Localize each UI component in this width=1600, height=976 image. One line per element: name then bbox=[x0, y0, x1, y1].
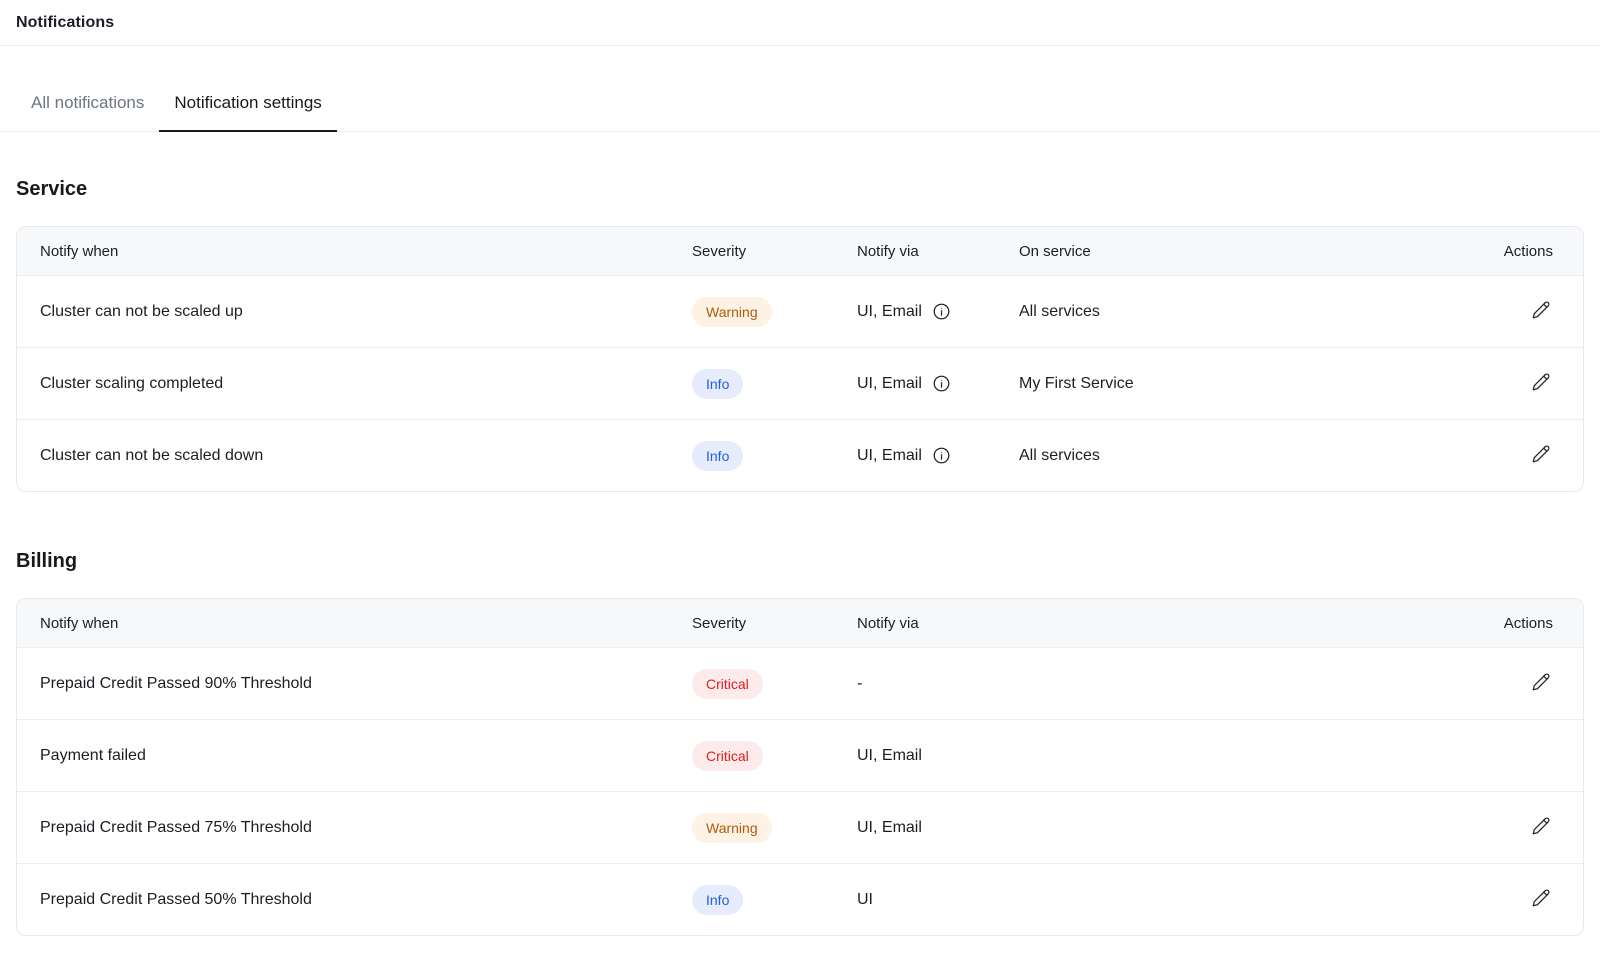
column-header: Notify when bbox=[40, 242, 119, 260]
section-heading: Service bbox=[16, 178, 88, 200]
column-header: Actions bbox=[1503, 614, 1553, 632]
tab-bar: All notifications Notification settings bbox=[0, 83, 1600, 132]
severity-cell: Critical bbox=[692, 668, 857, 699]
edit-button[interactable] bbox=[1529, 670, 1553, 694]
notify-via-cell: UI, Email bbox=[857, 747, 1483, 765]
on-service-cell: My First Service bbox=[1019, 374, 1134, 392]
table-row: Prepaid Credit Passed 50% Threshold Info U… bbox=[17, 863, 1583, 935]
table-row: Cluster can not be scaled up Warning UI, E… bbox=[17, 275, 1583, 347]
edit-button[interactable] bbox=[1529, 886, 1553, 910]
column-header: Severity bbox=[692, 614, 747, 632]
severity-cell: Critical bbox=[692, 740, 857, 771]
severity-cell: Info bbox=[692, 368, 857, 399]
notify-via-cell: - bbox=[857, 675, 1483, 693]
severity-cell: Warning bbox=[692, 296, 857, 327]
notify-via-text: UI bbox=[857, 890, 873, 908]
column-header: Notify via bbox=[857, 242, 919, 260]
severity-badge: Info bbox=[692, 440, 744, 471]
actions-cell bbox=[1529, 814, 1553, 841]
column-header: Severity bbox=[692, 242, 747, 260]
actions-cell bbox=[1529, 298, 1553, 325]
notify-via-cell: UI, Email bbox=[857, 302, 1019, 321]
notify-when-cell: Payment failed bbox=[40, 746, 146, 764]
column-header: On service bbox=[1019, 242, 1091, 260]
column-header: Notify when bbox=[40, 614, 119, 632]
notify-via-text: UI, Email bbox=[857, 302, 922, 320]
notify-via-text: - bbox=[857, 674, 863, 692]
notify-when-cell: Prepaid Credit Passed 75% Threshold bbox=[40, 818, 312, 836]
severity-cell: Info bbox=[692, 884, 857, 915]
section-billing: Billing Notify when Severity Notify via Acti… bbox=[0, 550, 1600, 936]
notify-via-cell: UI, Email bbox=[857, 819, 1483, 837]
table-row: Cluster scaling completed Info UI, Email My… bbox=[17, 347, 1583, 419]
column-header: Notify via bbox=[857, 614, 919, 632]
severity-cell: Info bbox=[692, 440, 857, 471]
notify-when-cell: Prepaid Credit Passed 50% Threshold bbox=[40, 890, 312, 908]
notify-via-text: UI, Email bbox=[857, 746, 922, 764]
table-header-row: Notify when Severity Notify via On service A… bbox=[17, 227, 1583, 275]
actions-cell bbox=[1529, 670, 1553, 697]
table-row: Prepaid Credit Passed 75% Threshold Warni… bbox=[17, 791, 1583, 863]
actions-cell bbox=[1529, 370, 1553, 397]
notify-when-cell: Cluster can not be scaled down bbox=[40, 446, 264, 464]
severity-badge: Critical bbox=[692, 668, 763, 699]
notify-via-cell: UI, Email bbox=[857, 446, 1019, 465]
pencil-icon bbox=[1531, 672, 1551, 692]
edit-button[interactable] bbox=[1529, 370, 1553, 394]
pencil-icon bbox=[1531, 444, 1551, 464]
edit-button[interactable] bbox=[1529, 442, 1553, 466]
table-row: Cluster can not be scaled down Info UI, Em… bbox=[17, 419, 1583, 491]
severity-badge: Info bbox=[692, 368, 744, 399]
notification-table: Notify when Severity Notify via On service A… bbox=[16, 226, 1584, 492]
notify-when-cell: Prepaid Credit Passed 90% Threshold bbox=[40, 674, 312, 692]
actions-cell bbox=[1529, 442, 1553, 469]
pencil-icon bbox=[1531, 372, 1551, 392]
severity-cell: Warning bbox=[692, 812, 857, 843]
edit-button[interactable] bbox=[1529, 298, 1553, 322]
section-heading: Billing bbox=[16, 550, 78, 572]
column-header: Actions bbox=[1503, 242, 1553, 260]
severity-badge: Warning bbox=[692, 296, 772, 327]
page-header: Notifications bbox=[0, 0, 1600, 46]
tab-notification-settings[interactable]: Notification settings bbox=[159, 83, 337, 132]
notify-via-text: UI, Email bbox=[857, 446, 922, 464]
table-header-row: Notify when Severity Notify via Actions bbox=[17, 599, 1583, 647]
severity-badge: Warning bbox=[692, 812, 772, 843]
notify-via-text: UI, Email bbox=[857, 818, 922, 836]
actions-cell bbox=[1529, 886, 1553, 913]
table-row: Payment failed Critical UI, Email bbox=[17, 719, 1583, 791]
info-icon[interactable] bbox=[932, 302, 951, 321]
sections-container: Service Notify when Severity Notify via On s… bbox=[0, 178, 1600, 936]
notify-via-cell: UI, Email bbox=[857, 374, 1019, 393]
tab-all-notifications[interactable]: All notifications bbox=[16, 83, 159, 132]
edit-button[interactable] bbox=[1529, 814, 1553, 838]
on-service-cell: All services bbox=[1019, 302, 1100, 320]
notify-via-cell: UI bbox=[857, 891, 1483, 909]
notify-via-text: UI, Email bbox=[857, 374, 922, 392]
page-title: Notifications bbox=[16, 14, 115, 31]
notification-table: Notify when Severity Notify via Actions Prep… bbox=[16, 598, 1584, 936]
info-icon[interactable] bbox=[932, 374, 951, 393]
severity-badge: Critical bbox=[692, 740, 763, 771]
notify-when-cell: Cluster can not be scaled up bbox=[40, 302, 243, 320]
pencil-icon bbox=[1531, 888, 1551, 908]
table-row: Prepaid Credit Passed 90% Threshold Criti… bbox=[17, 647, 1583, 719]
severity-badge: Info bbox=[692, 884, 744, 915]
pencil-icon bbox=[1531, 300, 1551, 320]
info-icon[interactable] bbox=[932, 446, 951, 465]
on-service-cell: All services bbox=[1019, 446, 1100, 464]
pencil-icon bbox=[1531, 816, 1551, 836]
notify-when-cell: Cluster scaling completed bbox=[40, 374, 224, 392]
section-service: Service Notify when Severity Notify via On s… bbox=[0, 178, 1600, 492]
